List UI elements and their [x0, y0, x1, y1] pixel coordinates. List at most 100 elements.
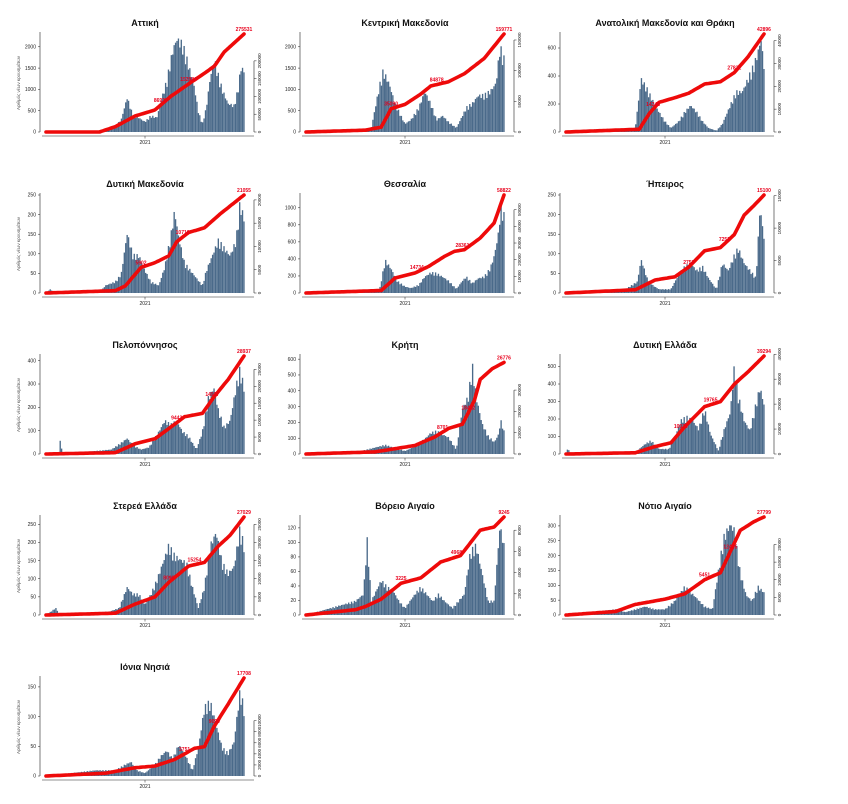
bar — [192, 273, 193, 293]
bar — [760, 391, 761, 454]
bar — [438, 274, 439, 293]
bar — [192, 769, 193, 776]
bar — [728, 418, 729, 454]
bar — [135, 118, 136, 132]
bar — [711, 436, 712, 454]
y-axis-label: Αριθμός νέων κρουσμάτων — [15, 377, 21, 432]
bar — [712, 284, 713, 293]
x-tick-label: 2021 — [659, 462, 670, 468]
bar — [671, 288, 672, 293]
bar — [452, 609, 453, 615]
bar — [152, 441, 153, 454]
bar — [493, 256, 494, 293]
bar — [675, 280, 676, 293]
bar — [216, 405, 217, 454]
bar — [502, 221, 503, 293]
bar — [750, 80, 751, 132]
bar — [209, 555, 210, 615]
bar — [729, 525, 730, 615]
chart-title: Κεντρική Μακεδονία — [361, 18, 449, 28]
bar — [699, 116, 700, 132]
right-tick-label: 0 — [517, 291, 522, 294]
bar — [230, 415, 231, 454]
bar — [445, 118, 446, 132]
bar — [488, 91, 489, 132]
bar — [428, 596, 429, 615]
bar — [481, 569, 482, 615]
bar — [479, 413, 480, 454]
right-tick-label: 50000 — [517, 203, 522, 216]
bar — [175, 43, 176, 132]
bar — [232, 745, 233, 776]
bar — [723, 264, 724, 293]
bar — [149, 445, 150, 454]
bar — [448, 437, 449, 454]
right-tick-label: 0 — [257, 774, 262, 777]
bar — [189, 269, 190, 293]
bar — [179, 244, 180, 293]
bar — [721, 551, 722, 615]
bar — [432, 601, 433, 615]
bar — [179, 427, 180, 454]
bar — [238, 92, 239, 132]
bar — [456, 288, 457, 293]
bar — [148, 770, 149, 776]
bar — [166, 260, 167, 293]
bar — [625, 612, 626, 615]
bar — [703, 124, 704, 132]
left-tick-label: 250 — [548, 538, 557, 544]
bar — [451, 441, 452, 454]
bar — [668, 606, 669, 615]
bar — [627, 612, 628, 615]
cumulative-annotation: 17708 — [237, 671, 251, 677]
bar — [738, 95, 739, 132]
bar — [191, 769, 192, 776]
bar — [178, 235, 179, 293]
left-tick-label: 300 — [28, 382, 37, 388]
bar — [201, 599, 202, 615]
bar — [493, 86, 494, 132]
bar — [479, 278, 480, 293]
bar — [223, 748, 224, 776]
left-tick-label: 0 — [33, 130, 36, 136]
left-tick-label: 300 — [288, 404, 297, 410]
bar — [674, 601, 675, 615]
chart-svg: Κεντρική Μακεδονία3509084878159771050010… — [270, 10, 540, 160]
bar — [242, 378, 243, 454]
bar — [221, 743, 222, 776]
bar — [669, 606, 670, 615]
bar — [185, 436, 186, 454]
bar — [193, 765, 194, 776]
bar — [664, 290, 665, 293]
bar — [496, 565, 497, 615]
bar — [158, 285, 159, 293]
bar — [489, 440, 490, 454]
left-tick-label: 80 — [290, 555, 296, 561]
bar — [456, 446, 457, 454]
chart-title: Ανατολική Μακεδονία και Θράκη — [595, 18, 734, 28]
bar — [206, 105, 207, 132]
bar — [459, 284, 460, 293]
bar — [145, 273, 146, 293]
bar — [436, 598, 437, 615]
bar — [445, 602, 446, 615]
bar — [455, 128, 456, 132]
bar — [425, 94, 426, 132]
bar — [703, 272, 704, 293]
bar — [469, 280, 470, 293]
bar — [478, 96, 479, 132]
bar — [723, 120, 724, 132]
bar — [701, 604, 702, 615]
bar — [169, 428, 170, 454]
bar — [711, 129, 712, 132]
bar — [151, 768, 152, 776]
bar — [678, 274, 679, 293]
bar — [442, 116, 443, 132]
right-tick-label: 0 — [777, 130, 782, 133]
right-tick-label: 20000 — [257, 380, 262, 393]
bar — [414, 287, 415, 293]
bar — [240, 215, 241, 293]
bar — [499, 225, 500, 293]
bar — [401, 450, 402, 454]
cumulative-annotation: 27832 — [727, 66, 741, 72]
